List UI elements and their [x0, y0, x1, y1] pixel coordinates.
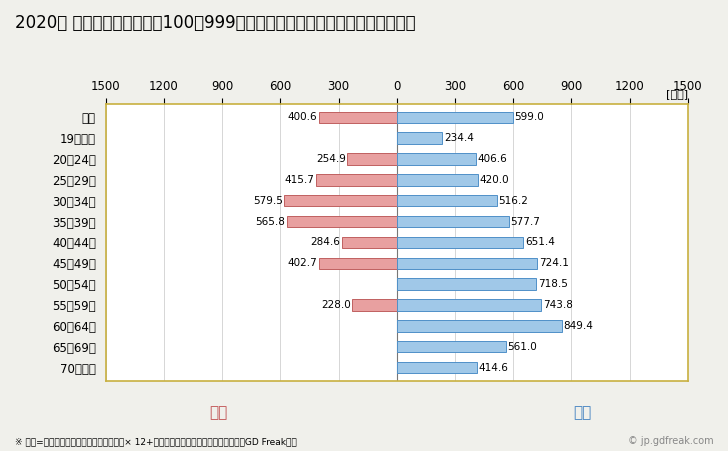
Text: © jp.gdfreak.com: © jp.gdfreak.com — [628, 437, 713, 446]
Text: 228.0: 228.0 — [321, 300, 351, 310]
Bar — [397, 133, 443, 144]
Text: 718.5: 718.5 — [538, 279, 568, 289]
Text: 402.7: 402.7 — [288, 258, 317, 268]
Bar — [397, 153, 475, 165]
Bar — [397, 258, 537, 269]
Bar — [397, 195, 497, 207]
Bar — [352, 299, 397, 311]
Text: 415.7: 415.7 — [285, 175, 314, 185]
Bar — [397, 111, 513, 123]
Text: 女性: 女性 — [209, 405, 228, 420]
Text: 2020年 民間企業（従業者数100〜999人）フルタイム労働者の男女別平均年収: 2020年 民間企業（従業者数100〜999人）フルタイム労働者の男女別平均年収 — [15, 14, 415, 32]
Bar — [397, 278, 537, 290]
Text: ※ 年収=「きまって支給する現金給与額」× 12+「年間賞与その他特別給与額」としてGD Freak推計: ※ 年収=「きまって支給する現金給与額」× 12+「年間賞与その他特別給与額」と… — [15, 437, 296, 446]
Bar — [397, 216, 509, 227]
Bar — [341, 237, 397, 248]
Bar — [397, 320, 562, 331]
Text: 516.2: 516.2 — [499, 196, 529, 206]
Text: 406.6: 406.6 — [478, 154, 507, 164]
Text: 577.7: 577.7 — [510, 216, 540, 226]
Text: 234.4: 234.4 — [444, 133, 474, 143]
Bar — [347, 153, 397, 165]
Bar — [397, 174, 478, 185]
Bar — [287, 216, 397, 227]
Bar — [284, 195, 397, 207]
Text: 男性: 男性 — [573, 405, 592, 420]
Bar — [319, 258, 397, 269]
Text: 743.8: 743.8 — [542, 300, 573, 310]
Text: 420.0: 420.0 — [480, 175, 510, 185]
Text: 565.8: 565.8 — [256, 216, 285, 226]
Bar — [319, 111, 397, 123]
Text: 254.9: 254.9 — [316, 154, 346, 164]
Text: [万円]: [万円] — [666, 89, 688, 99]
Text: 599.0: 599.0 — [515, 112, 545, 122]
Bar — [397, 341, 506, 352]
Text: 579.5: 579.5 — [253, 196, 282, 206]
Bar — [397, 237, 523, 248]
Text: 400.6: 400.6 — [288, 112, 317, 122]
Bar — [397, 362, 478, 373]
Text: 561.0: 561.0 — [507, 342, 537, 352]
Text: 724.1: 724.1 — [539, 258, 569, 268]
Text: 849.4: 849.4 — [563, 321, 593, 331]
Text: 651.4: 651.4 — [525, 237, 555, 248]
Text: 284.6: 284.6 — [310, 237, 340, 248]
Text: 414.6: 414.6 — [479, 363, 509, 373]
Bar — [397, 299, 541, 311]
Bar — [316, 174, 397, 185]
